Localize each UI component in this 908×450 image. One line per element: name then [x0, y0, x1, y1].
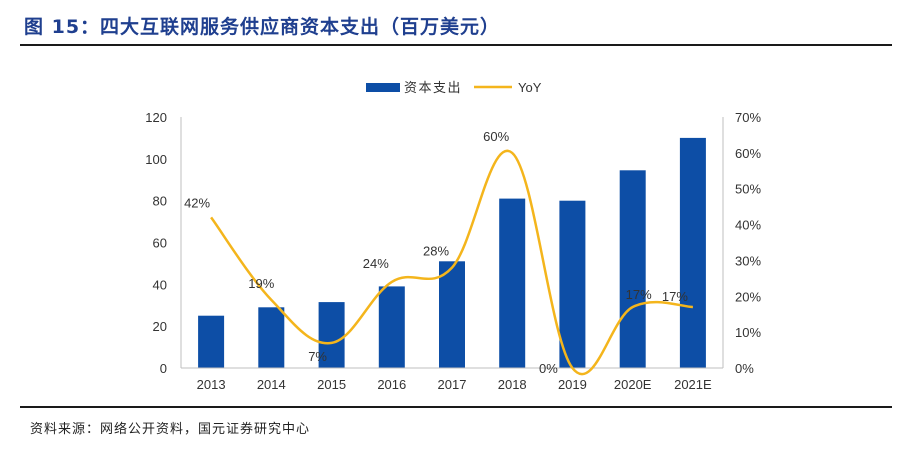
- yoy-data-label: 17%: [626, 287, 652, 302]
- bar-2019: [559, 200, 586, 368]
- bar-2017: [439, 261, 465, 368]
- bar-2014: [258, 307, 285, 368]
- y-left-tick-label: 120: [145, 110, 167, 125]
- bar-2021E: [679, 137, 706, 368]
- yoy-data-label: 24%: [363, 256, 389, 271]
- bar-2020E: [619, 170, 646, 368]
- bar-2016: [378, 286, 405, 368]
- chart: 资本支出 YoY 0 20 40 60 80 100 120 0% 10% 20% 30% 40% 50…: [145, 80, 761, 392]
- y-left-tick-label: 100: [145, 152, 167, 167]
- yoy-line-layer: [210, 149, 693, 376]
- x-tick-label: 2020E: [614, 377, 652, 392]
- title-divider: [20, 44, 892, 46]
- y-right-tick-label: 30%: [735, 253, 761, 268]
- source-divider: [20, 406, 892, 408]
- yoy-data-label: 17%: [662, 289, 688, 304]
- x-tick-label: 2018: [498, 377, 527, 392]
- y-right-tick-label: 40%: [735, 218, 761, 233]
- yoy-data-label: 0%: [539, 361, 558, 376]
- x-tick-label: 2014: [257, 377, 286, 392]
- legend: 资本支出 YoY: [366, 80, 542, 95]
- y-left-tick-label: 60: [153, 236, 167, 251]
- y-right-tick-label: 70%: [735, 110, 761, 125]
- x-tick-label: 2013: [197, 377, 226, 392]
- y-right-tick-label: 10%: [735, 325, 761, 340]
- ticks-layer: 0 20 40 60 80 100 120 0% 10% 20% 30% 40% 50% 60% 70% 20…: [145, 110, 761, 392]
- x-tick-label: 2016: [377, 377, 406, 392]
- y-left-tick-label: 80: [153, 194, 167, 209]
- figure-title: 图 15：四大互联网服务供应商资本支出（百万美元）: [24, 16, 501, 38]
- x-tick-label: 2017: [438, 377, 467, 392]
- bar-2013: [198, 315, 225, 368]
- y-left-tick-label: 40: [153, 277, 167, 292]
- bars-layer: [198, 137, 706, 368]
- x-tick-label: 2019: [558, 377, 587, 392]
- y-left-tick-label: 20: [153, 319, 167, 334]
- bar-2015: [318, 302, 345, 368]
- y-left-tick-label: 0: [160, 361, 167, 376]
- y-right-tick-label: 0%: [735, 361, 754, 376]
- yoy-data-label: 28%: [423, 244, 449, 259]
- legend-bar-swatch: [366, 83, 400, 92]
- y-right-tick-label: 50%: [735, 182, 761, 197]
- x-tick-label: 2021E: [674, 377, 712, 392]
- data-labels-layer: 42% 19% 7% 24% 28% 60% 0% 17% 17%: [184, 129, 688, 376]
- source-note: 资料来源：网络公开资料，国元证券研究中心: [30, 422, 311, 437]
- yoy-data-label: 60%: [483, 129, 509, 144]
- yoy-line: [210, 149, 693, 376]
- legend-line-label: YoY: [518, 80, 542, 95]
- legend-bar-label: 资本支出: [404, 80, 462, 95]
- y-right-tick-label: 20%: [735, 289, 761, 304]
- yoy-data-label: 19%: [248, 276, 274, 291]
- yoy-data-label: 7%: [308, 349, 327, 364]
- y-right-tick-label: 60%: [735, 146, 761, 161]
- bar-2018: [499, 198, 526, 368]
- yoy-data-label: 42%: [184, 195, 210, 210]
- axes-layer: [180, 117, 724, 369]
- x-tick-label: 2015: [317, 377, 346, 392]
